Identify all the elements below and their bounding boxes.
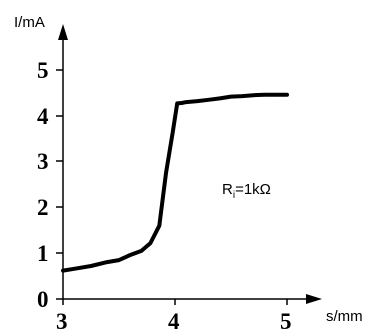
y-tick-label-5: 5	[37, 58, 49, 83]
y-tick-label-3: 3	[37, 149, 49, 174]
x-tick-labels: 3 4 5	[56, 309, 292, 331]
x-axis-title: s/mm	[326, 308, 363, 325]
y-tick-label-0: 0	[37, 287, 49, 312]
resistance-annotation: Ri=1kΩ	[222, 181, 271, 201]
annotation-subscript: i	[233, 190, 235, 201]
y-tick-labels: 0 1 2 3 4 5	[37, 58, 49, 312]
annotation-rest: =1kΩ	[235, 181, 271, 198]
x-ticks	[62, 299, 288, 305]
x-axis-arrow	[306, 294, 322, 304]
x-tick-label-5: 5	[280, 309, 292, 331]
y-ticks	[56, 69, 63, 300]
data-series-line	[61, 92, 289, 273]
y-tick-label-2: 2	[37, 195, 49, 220]
annotation-base: R	[222, 181, 233, 198]
y-axis-arrow	[58, 24, 68, 40]
y-tick-label-4: 4	[37, 104, 49, 129]
y-tick-label-1: 1	[37, 241, 49, 266]
y-axis-title: I/mA	[14, 14, 45, 31]
x-tick-label-4: 4	[168, 309, 180, 331]
x-tick-label-3: 3	[56, 309, 68, 331]
